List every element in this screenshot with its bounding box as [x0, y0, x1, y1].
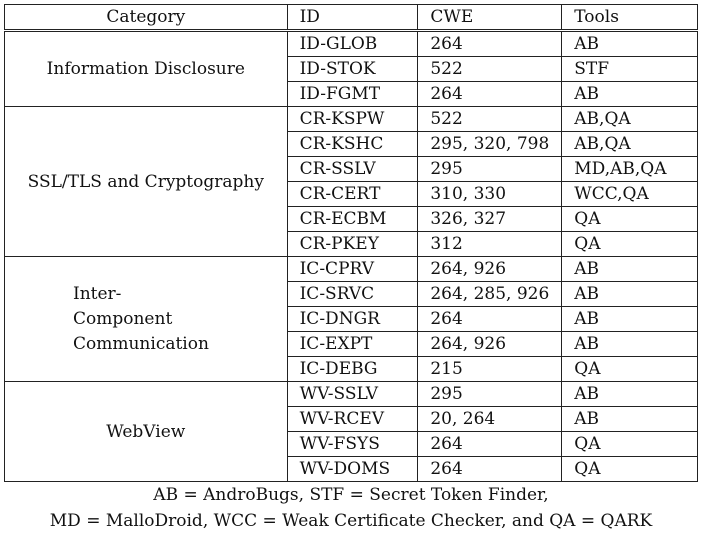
- id-cell: IC-CPRV: [286, 256, 419, 282]
- cwe-cell: 310, 330: [417, 181, 563, 207]
- tools-cell: QA: [561, 231, 698, 257]
- category-line: Communication: [73, 333, 209, 354]
- table-row: CR-CERT 310, 330 WCC,QA: [5, 181, 698, 207]
- category-cell: Information Disclosure: [4, 30, 288, 107]
- category-cell: Inter- Component Communication: [4, 256, 288, 382]
- cwe-cell: 295, 320, 798: [417, 131, 563, 157]
- table-row: CR-PKEY 312 QA: [5, 231, 698, 257]
- table-row: ID-STOK 522 STF: [5, 56, 698, 82]
- header-cwe: CWE: [417, 4, 563, 31]
- cwe-cell: 522: [417, 106, 563, 132]
- table-body: Information Disclosure ID-GLOB 264 AB ID…: [4, 30, 698, 482]
- cwe-cell: 264, 926: [417, 331, 563, 357]
- header-tools: Tools: [561, 4, 698, 31]
- header-id: ID: [286, 4, 419, 31]
- cwe-cell: 264: [417, 30, 563, 57]
- category-cell: WebView: [4, 381, 288, 482]
- cwe-cell: 264: [417, 456, 563, 482]
- cwe-cell: 264: [417, 431, 563, 457]
- category-cell: SSL/TLS and Cryptography: [4, 106, 288, 257]
- id-cell: CR-KSHC: [286, 131, 419, 157]
- tools-cell: AB: [561, 306, 698, 332]
- tools-cell: AB: [561, 256, 698, 282]
- tools-cell: QA: [561, 206, 698, 232]
- id-cell: IC-DNGR: [286, 306, 419, 332]
- tools-cell: AB,QA: [561, 131, 698, 157]
- vulnerability-table: Category ID CWE Tools Information Disclo…: [4, 4, 698, 482]
- id-cell: IC-DEBG: [286, 356, 419, 382]
- id-cell: CR-SSLV: [286, 156, 419, 182]
- tools-cell: QA: [561, 431, 698, 457]
- table-row: IC-EXPT 264, 926 AB: [5, 331, 698, 357]
- id-cell: WV-DOMS: [286, 456, 419, 482]
- tools-cell: AB: [561, 381, 698, 407]
- id-cell: CR-ECBM: [286, 206, 419, 232]
- tools-cell: MD,AB,QA: [561, 156, 698, 182]
- tools-cell: AB,QA: [561, 106, 698, 132]
- table-row: WebView WV-SSLV 295 AB: [4, 381, 698, 482]
- tools-cell: AB: [561, 81, 698, 107]
- table-row: ID-FGMT 264 AB: [5, 81, 698, 107]
- table-row: CR-ECBM 326, 327 QA: [5, 206, 698, 232]
- header-category: Category: [4, 4, 288, 31]
- id-cell: IC-SRVC: [286, 281, 419, 307]
- category-line: Inter-: [73, 283, 122, 304]
- id-cell: ID-STOK: [286, 56, 419, 82]
- cwe-cell: 264: [417, 306, 563, 332]
- cwe-cell: 264, 285, 926: [417, 281, 563, 307]
- tools-cell: QA: [561, 456, 698, 482]
- tools-cell: AB: [561, 331, 698, 357]
- id-cell: CR-PKEY: [286, 231, 419, 257]
- cwe-cell: 295: [417, 381, 563, 407]
- table-row: IC-DNGR 264 AB: [5, 306, 698, 332]
- table-row: Information Disclosure ID-GLOB 264 AB: [4, 30, 698, 107]
- id-cell: IC-EXPT: [286, 331, 419, 357]
- id-cell: CR-CERT: [286, 181, 419, 207]
- id-cell: WV-FSYS: [286, 431, 419, 457]
- tools-cell: QA: [561, 356, 698, 382]
- cwe-cell: 522: [417, 56, 563, 82]
- id-cell: WV-SSLV: [286, 381, 419, 407]
- id-cell: WV-RCEV: [286, 406, 419, 432]
- tools-cell: STF: [561, 56, 698, 82]
- id-cell: ID-GLOB: [286, 30, 419, 57]
- tools-cell: AB: [561, 281, 698, 307]
- tools-cell: WCC,QA: [561, 181, 698, 207]
- table-legend: AB = AndroBugs, STF = Secret Token Finde…: [0, 482, 702, 534]
- table-row: IC-SRVC 264, 285, 926 AB: [5, 281, 698, 307]
- cwe-cell: 264: [417, 81, 563, 107]
- cwe-cell: 295: [417, 156, 563, 182]
- legend-line: AB = AndroBugs, STF = Secret Token Finde…: [153, 485, 549, 505]
- cwe-cell: 326, 327: [417, 206, 563, 232]
- table-row: CR-KSHC 295, 320, 798 AB,QA: [5, 131, 698, 157]
- id-cell: ID-FGMT: [286, 81, 419, 107]
- table-row: IC-DEBG 215 QA: [5, 356, 698, 382]
- id-cell: CR-KSPW: [286, 106, 419, 132]
- category-line: Component: [73, 308, 173, 329]
- cwe-cell: 20, 264: [417, 406, 563, 432]
- table-row: CR-SSLV 295 MD,AB,QA: [5, 156, 698, 182]
- tools-cell: AB: [561, 30, 698, 57]
- table-row: SSL/TLS and Cryptography CR-KSPW 522 AB,…: [4, 106, 698, 257]
- legend-line: MD = MalloDroid, WCC = Weak Certificate …: [49, 511, 653, 531]
- cwe-cell: 264, 926: [417, 256, 563, 282]
- tools-cell: AB: [561, 406, 698, 432]
- table-row: Inter- Component Communication IC-CPRV 2…: [4, 256, 698, 382]
- table-row: WV-DOMS 264 QA: [5, 456, 698, 482]
- cwe-cell: 215: [417, 356, 563, 382]
- cwe-cell: 312: [417, 231, 563, 257]
- table-header: Category ID CWE Tools: [4, 4, 698, 31]
